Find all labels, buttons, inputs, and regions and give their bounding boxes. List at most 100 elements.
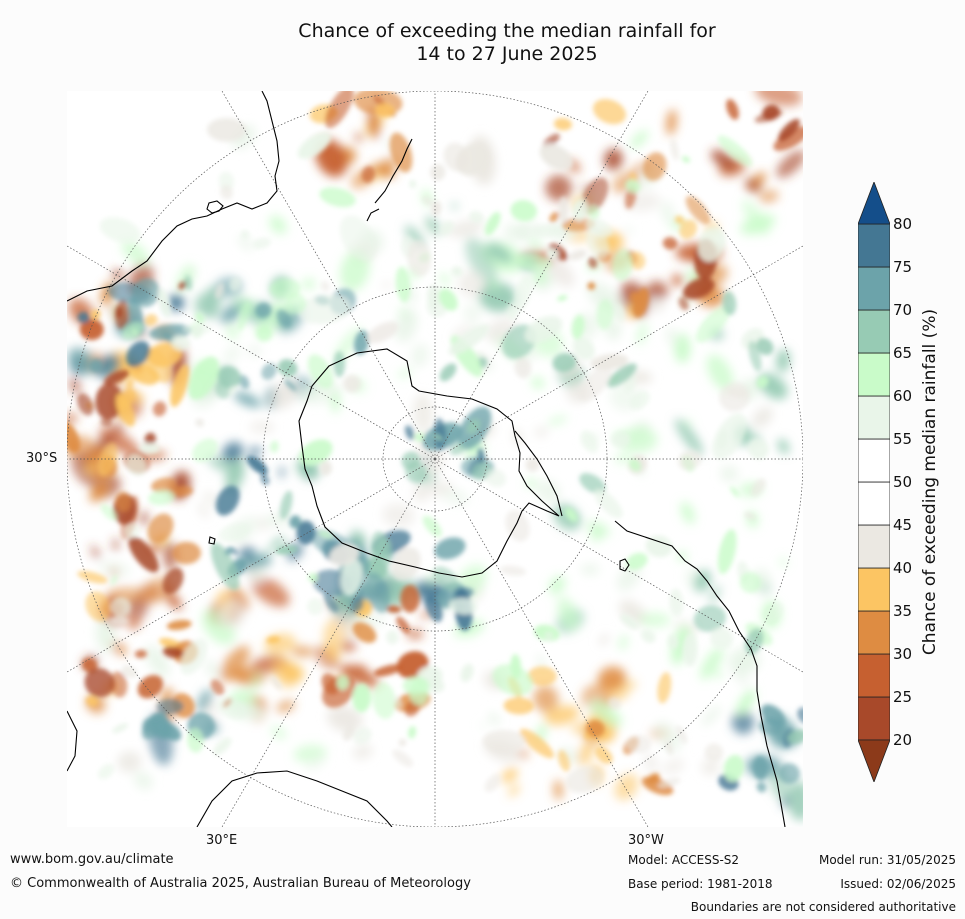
rainfall-anomaly-patch xyxy=(289,515,301,529)
rainfall-anomaly-patch xyxy=(180,638,208,675)
rainfall-anomaly-patch xyxy=(84,668,115,698)
rainfall-anomaly-patch xyxy=(112,723,129,734)
rainfall-anomaly-patch xyxy=(603,148,623,171)
rainfall-anomaly-patch xyxy=(210,542,240,591)
rainfall-anomaly-patch xyxy=(323,593,339,613)
rainfall-anomaly-patch xyxy=(128,536,159,573)
rainfall-anomaly-patch xyxy=(759,190,779,203)
rainfall-anomaly-patch xyxy=(776,150,803,178)
rainfall-anomaly-patch xyxy=(131,328,139,336)
rainfall-anomaly-patch xyxy=(103,370,130,385)
rainfall-anomaly-patch xyxy=(488,712,500,726)
rainfall-anomaly-patch xyxy=(744,178,762,194)
rainfall-anomaly-patch xyxy=(701,758,720,776)
rainfall-anomaly-patch xyxy=(246,455,268,475)
rainfall-anomaly-patch xyxy=(756,337,774,356)
colorbar-tick-label: 60 xyxy=(893,387,913,405)
rainfall-anomaly-patch xyxy=(210,679,225,696)
rainfall-anomaly-patch xyxy=(439,220,454,236)
rainfall-anomaly-patch xyxy=(373,664,403,677)
rainfall-anomaly-patch xyxy=(590,353,629,370)
rainfall-anomaly-patch xyxy=(742,199,770,236)
rainfall-anomaly-patch xyxy=(381,282,392,288)
rainfall-anomaly-patch xyxy=(580,564,600,575)
rainfall-anomaly-patch xyxy=(510,200,538,222)
rainfall-anomaly-patch xyxy=(195,312,205,324)
rainfall-anomaly-patch xyxy=(99,217,141,243)
rainfall-anomaly-patch xyxy=(238,374,250,390)
rainfall-anomaly-patch xyxy=(361,166,375,183)
colorbar-tick-label: 25 xyxy=(893,688,913,706)
rainfall-anomaly-patch xyxy=(134,649,147,659)
rainfall-anomaly-patch xyxy=(469,210,484,224)
rainfall-anomaly-patch xyxy=(147,513,174,544)
footer-url[interactable]: www.bom.gov.au/climate xyxy=(10,852,174,867)
rainfall-anomaly-patch xyxy=(682,633,698,667)
south-america-coast xyxy=(614,520,786,827)
rainfall-anomaly-patch xyxy=(100,503,118,521)
rainfall-anomaly-patch xyxy=(424,676,445,693)
map-svg xyxy=(67,91,803,827)
rainfall-anomaly-patch xyxy=(144,432,156,446)
rainfall-anomaly-patch xyxy=(319,460,332,476)
rainfall-anomaly-patch xyxy=(676,725,688,744)
rainfall-anomaly-patch xyxy=(325,642,341,661)
rainfall-anomaly-patch xyxy=(297,132,332,159)
rainfall-anomaly-patch xyxy=(516,225,530,239)
rainfall-anomaly-patch xyxy=(386,605,402,613)
rainfall-anomaly-patch xyxy=(629,172,638,182)
rainfall-anomaly-patch xyxy=(270,536,286,550)
rainfall-anomaly-patch xyxy=(165,591,182,611)
rainfall-anomaly-patch xyxy=(398,738,407,747)
rainfall-anomaly-patch xyxy=(365,572,390,613)
rainfall-anomaly-patch xyxy=(587,205,600,219)
rainfall-anomaly-patch xyxy=(375,103,395,119)
rainfall-anomaly-patch xyxy=(480,722,486,729)
rainfall-anomaly-patch xyxy=(625,179,641,193)
rainfall-anomaly-patch xyxy=(110,596,131,618)
rainfall-anomaly-patch xyxy=(458,271,486,298)
rainfall-anomaly-patch xyxy=(195,418,205,427)
rainfall-anomaly-patch xyxy=(233,391,262,408)
rainfall-anomaly-patch xyxy=(194,293,212,316)
rainfall-anomaly-patch xyxy=(715,671,723,679)
rainfall-anomaly-patch xyxy=(726,386,747,399)
meridian xyxy=(434,91,649,460)
rainfall-anomaly-patch xyxy=(117,751,142,773)
rainfall-anomaly-patch xyxy=(564,507,578,522)
rainfall-anomaly-patch xyxy=(662,237,678,250)
colorbar-bin xyxy=(858,395,890,440)
rainfall-anomaly-patch xyxy=(730,486,740,498)
rainfall-anomaly-patch xyxy=(284,379,297,392)
rainfall-anomaly-patch xyxy=(319,531,333,539)
rainfall-anomaly-patch xyxy=(553,779,563,800)
rainfall-anomaly-patch xyxy=(487,242,513,264)
rainfall-anomaly-patch xyxy=(657,778,681,789)
rainfall-anomaly-patch xyxy=(548,575,566,595)
rainfall-anomaly-patch xyxy=(340,640,357,652)
rainfall-anomaly-patch xyxy=(731,710,755,735)
map-title: Chance of exceeding the median rainfall … xyxy=(150,20,864,66)
rainfall-anomaly-patch xyxy=(409,179,417,189)
rainfall-anomaly-patch xyxy=(565,766,603,793)
rainfall-anomaly-patch xyxy=(148,489,176,506)
rainfall-anomaly-patch xyxy=(484,211,501,236)
rainfall-anomaly-patch xyxy=(549,243,568,261)
rainfall-anomaly-patch xyxy=(460,663,474,683)
rainfall-anomaly-patch xyxy=(629,390,650,410)
rainfall-anomaly-patch xyxy=(112,538,119,552)
rainfall-anomaly-patch xyxy=(172,541,201,565)
rainfall-anomaly-patch xyxy=(260,473,270,486)
rainfall-anomaly-patch xyxy=(552,353,577,373)
rainfall-anomaly-patch xyxy=(544,631,554,642)
colorbar xyxy=(858,182,890,782)
rainfall-anomaly-patch xyxy=(662,758,685,775)
rainfall-anomaly-patch xyxy=(748,438,769,460)
rainfall-anomaly-patch xyxy=(256,325,273,342)
rainfall-anomaly-patch xyxy=(756,781,767,793)
rainfall-anomaly-patch xyxy=(485,468,507,487)
rainfall-anomaly-patch xyxy=(217,598,246,629)
colorbar-bin xyxy=(858,266,890,311)
rainfall-anomaly-patch xyxy=(276,309,292,328)
rainfall-anomaly-patch xyxy=(669,588,684,617)
